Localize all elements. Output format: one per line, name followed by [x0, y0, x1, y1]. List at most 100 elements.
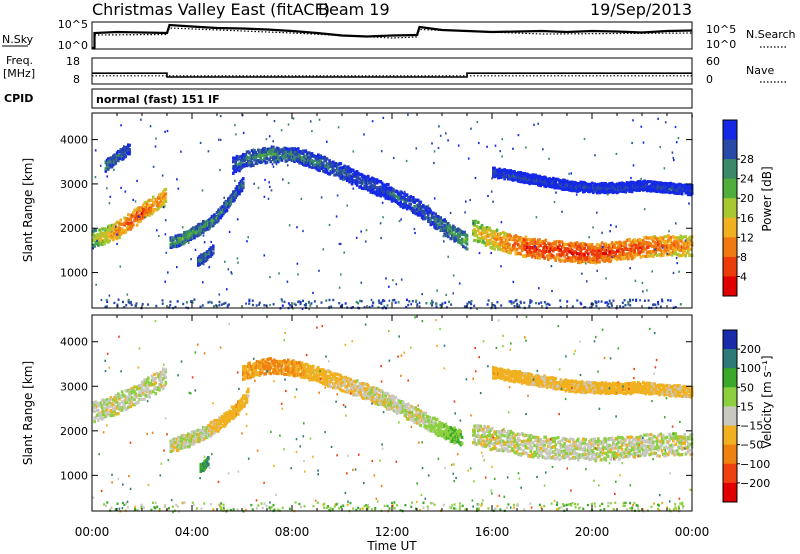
- cell: [194, 429, 198, 433]
- cell: [505, 239, 509, 243]
- cell: [489, 238, 493, 242]
- cell: [219, 216, 223, 220]
- cell: [245, 302, 247, 305]
- cell: [164, 380, 168, 384]
- cell: [412, 196, 415, 200]
- cell: [103, 413, 106, 417]
- cell: [608, 306, 611, 309]
- cell: [439, 429, 443, 433]
- cell: [669, 235, 673, 239]
- cell: [571, 305, 574, 308]
- nsky-right-tick-bottom: 10^0: [706, 38, 736, 51]
- cell: [538, 249, 541, 253]
- cell: [445, 132, 447, 135]
- cell: [473, 222, 476, 226]
- cell: [589, 249, 593, 254]
- cell: [285, 147, 289, 151]
- cell: [162, 206, 165, 209]
- cell: [567, 256, 570, 260]
- cell: [652, 254, 655, 258]
- cell: [270, 154, 274, 158]
- cell: [590, 243, 594, 247]
- cell: [312, 368, 315, 372]
- cell: [342, 178, 345, 181]
- cell: [198, 222, 201, 226]
- cell: [97, 418, 100, 422]
- cell: [125, 395, 129, 399]
- cell: [404, 403, 408, 407]
- cell: [297, 147, 300, 151]
- cell: [665, 241, 669, 245]
- cell: [201, 304, 204, 307]
- cell: [499, 150, 501, 153]
- cell: [519, 300, 522, 303]
- freq-right-tick-top: 60: [706, 55, 720, 68]
- cell: [421, 293, 423, 296]
- cell: [164, 368, 168, 372]
- cpid-panel: CPID normal (fast) 151 IF: [4, 88, 693, 109]
- cell: [278, 371, 281, 375]
- cell: [177, 242, 180, 246]
- cell: [544, 244, 548, 248]
- cell: [110, 236, 114, 240]
- cell: [220, 214, 224, 218]
- cell: [328, 159, 331, 163]
- cell: [104, 169, 108, 173]
- cell: [392, 279, 394, 282]
- cell: [459, 432, 463, 436]
- cell: [479, 237, 483, 241]
- cell: [254, 365, 258, 369]
- cell: [632, 164, 635, 167]
- cell: [100, 410, 104, 414]
- cell: [367, 384, 370, 388]
- cell: [128, 143, 131, 147]
- cell: [675, 257, 678, 260]
- cell: [333, 169, 336, 173]
- cell: [497, 242, 500, 246]
- cell: [592, 303, 595, 306]
- cell: [234, 195, 238, 200]
- cell: [161, 174, 164, 177]
- cell: [672, 271, 675, 274]
- cell: [248, 161, 251, 165]
- cell: [390, 190, 394, 194]
- cell: [428, 424, 431, 429]
- cell: [250, 157, 254, 161]
- cell: [230, 193, 234, 197]
- cell: [152, 210, 155, 214]
- cell: [269, 276, 271, 279]
- cell: [371, 120, 374, 123]
- cell: [238, 165, 241, 169]
- cell: [269, 372, 273, 376]
- nsky-axis-label: N.Sky: [2, 33, 34, 46]
- cell: [155, 304, 158, 308]
- cell: [429, 209, 433, 213]
- cell: [287, 358, 290, 362]
- cell: [363, 133, 365, 136]
- cell: [134, 385, 138, 389]
- cell: [130, 401, 134, 405]
- cell: [395, 283, 398, 286]
- cell: [147, 390, 150, 394]
- cell: [400, 278, 403, 281]
- cell: [467, 157, 470, 160]
- cell: [364, 240, 367, 243]
- cell: [645, 236, 649, 240]
- cell: [127, 300, 130, 303]
- cell: [578, 252, 581, 256]
- cell: [460, 441, 464, 445]
- cell: [575, 247, 579, 251]
- cell: [431, 301, 434, 304]
- cell: [114, 393, 118, 398]
- cell: [438, 125, 440, 128]
- cell: [173, 241, 176, 245]
- cell: [310, 302, 313, 305]
- cell: [233, 198, 236, 202]
- cell: [164, 219, 167, 222]
- cell: [386, 304, 389, 307]
- cell: [112, 398, 115, 402]
- cell: [644, 247, 648, 251]
- cell: [411, 300, 414, 303]
